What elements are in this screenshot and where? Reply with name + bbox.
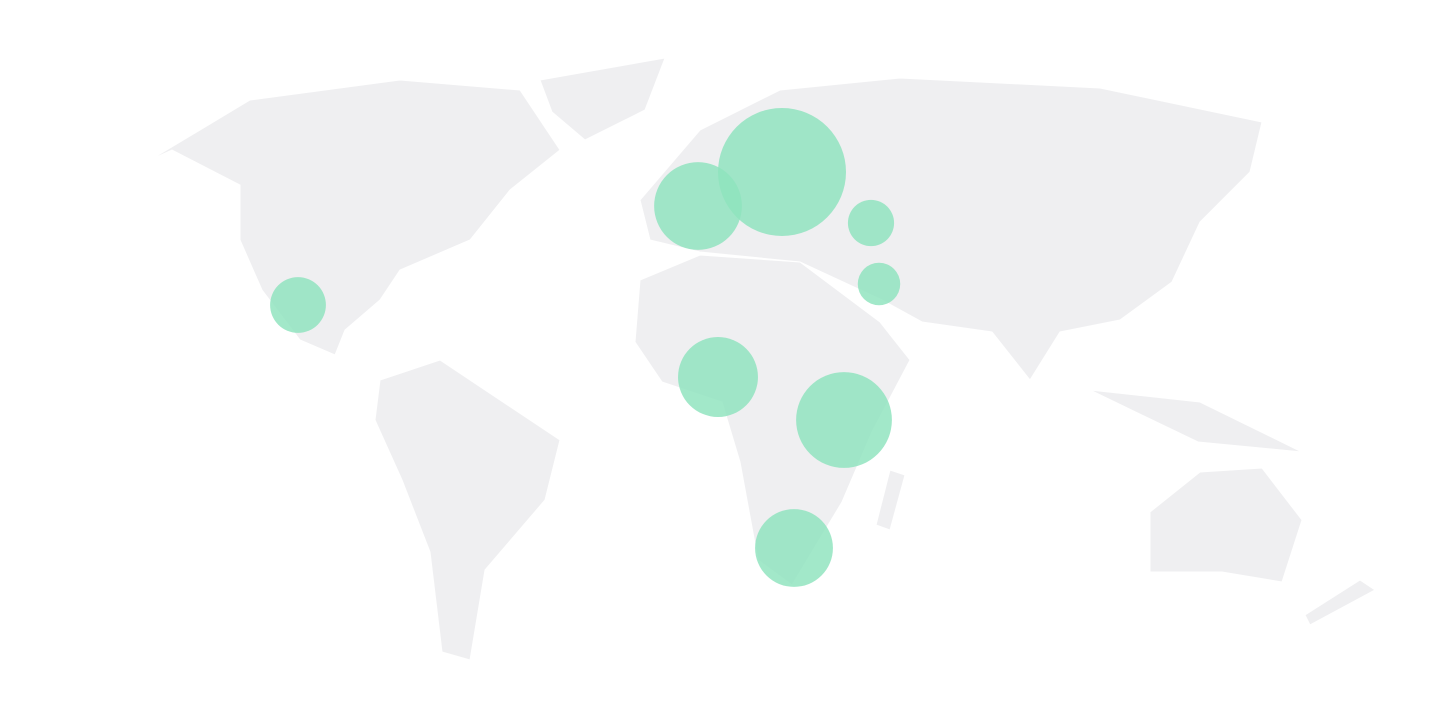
indonesia (1089, 389, 1303, 453)
bubble (718, 108, 846, 236)
bubble (270, 277, 326, 333)
madagascar (875, 469, 906, 531)
bubble (857, 262, 901, 306)
bubble (654, 162, 742, 250)
australia (1149, 467, 1303, 583)
new-zealand (1304, 579, 1376, 626)
bubble (796, 372, 892, 468)
land (149, 57, 1376, 661)
bubbles (270, 108, 901, 587)
bubble (678, 337, 758, 417)
bubble (755, 509, 833, 587)
north-america (149, 79, 561, 356)
bubble (847, 199, 895, 247)
south-america (374, 359, 561, 661)
greenland (539, 57, 666, 141)
